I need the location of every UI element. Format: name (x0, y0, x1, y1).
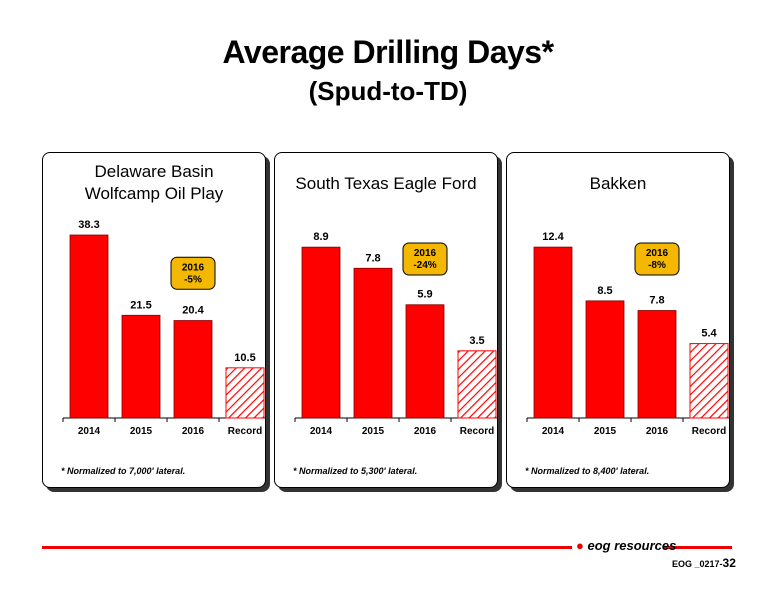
data-label: 7.8 (365, 252, 380, 264)
data-label: 5.9 (417, 289, 432, 301)
tick-label: 2015 (362, 426, 385, 437)
tick-label: Record (228, 426, 262, 437)
bar (585, 300, 625, 419)
callout-text: 2016 (646, 248, 669, 259)
company-logo: ● eog resources (576, 538, 676, 553)
bar (69, 234, 109, 419)
chart-panel-eagle-ford: South Texas Eagle Ford 8.9 2014 7.8 2015 5.9… (274, 152, 498, 488)
data-label: 7.8 (649, 295, 664, 307)
page-title: Average Drilling Days* (222, 34, 554, 70)
tick-label: 2014 (78, 426, 101, 437)
callout-text: 2016 (414, 248, 437, 259)
chart-title: Bakken (507, 173, 729, 195)
data-label: 8.9 (313, 231, 328, 243)
callout-box (170, 256, 216, 290)
tick-label: 2014 (542, 426, 565, 437)
bar (405, 304, 445, 419)
chart-title-line: Delaware Basin (94, 162, 214, 181)
chart-title-line: South Texas Eagle Ford (295, 174, 477, 193)
tick-label: 2016 (414, 426, 437, 437)
callout-box (402, 242, 448, 276)
chart-title: Delaware Basin Wolfcamp Oil Play (43, 161, 265, 205)
data-label: 20.4 (182, 305, 204, 317)
footer-rule (664, 546, 732, 549)
data-label: 12.4 (542, 231, 564, 243)
tick-label: 2016 (646, 426, 669, 437)
bar (637, 310, 677, 419)
bar (353, 267, 393, 419)
page-number: 32 (722, 556, 736, 570)
data-label: 10.5 (234, 352, 255, 364)
bar (533, 246, 573, 419)
page-code: EOG _0217-32 (672, 556, 736, 570)
data-label: 38.3 (78, 219, 99, 231)
footer-rule (42, 546, 572, 549)
footnote: * Normalized to 5,300' lateral. (293, 466, 418, 476)
chart-title-line: Wolfcamp Oil Play (84, 184, 224, 203)
page-subtitle: (Spud-to-TD) (308, 76, 468, 106)
callout-text: -24% (413, 260, 436, 271)
callout-text: -5% (184, 274, 202, 285)
chart-title: South Texas Eagle Ford (275, 173, 497, 195)
record-bar (225, 367, 265, 419)
tick-label: 2014 (310, 426, 333, 437)
data-label: 8.5 (597, 285, 612, 297)
footnote: * Normalized to 7,000' lateral. (61, 466, 186, 476)
callout-text: -8% (648, 260, 666, 271)
tick-label: 2015 (130, 426, 153, 437)
tick-label: 2015 (594, 426, 617, 437)
doc-code: EOG _0217- (672, 559, 723, 569)
bar-chart: 38.3201421.5201520.4201610.5Record2016-5… (62, 219, 265, 437)
chart-panel-bakken: Bakken 12.4 2014 8.5 2015 7.8 2016 5.4 Record 20… (506, 152, 730, 488)
logo-text: eog resources (587, 538, 677, 553)
data-label: 3.5 (469, 335, 484, 347)
logo-drop-icon: ● (576, 538, 584, 553)
data-label: 21.5 (130, 299, 151, 311)
tick-label: Record (460, 426, 494, 437)
bar (301, 246, 341, 419)
record-bar (457, 350, 497, 419)
bar (121, 314, 161, 419)
callout-box (634, 242, 680, 276)
chart-title-line: Bakken (589, 174, 647, 193)
callout-text: 2016 (182, 262, 205, 273)
tick-label: 2016 (182, 426, 205, 437)
chart-panel-delaware: Delaware Basin Wolfcamp Oil Play 38.3 201… (42, 152, 266, 488)
bar (173, 320, 213, 419)
footnote: * Normalized to 8,400' lateral. (525, 466, 650, 476)
record-bar (689, 343, 729, 419)
data-label: 5.4 (701, 328, 717, 340)
tick-label: Record (692, 426, 726, 437)
